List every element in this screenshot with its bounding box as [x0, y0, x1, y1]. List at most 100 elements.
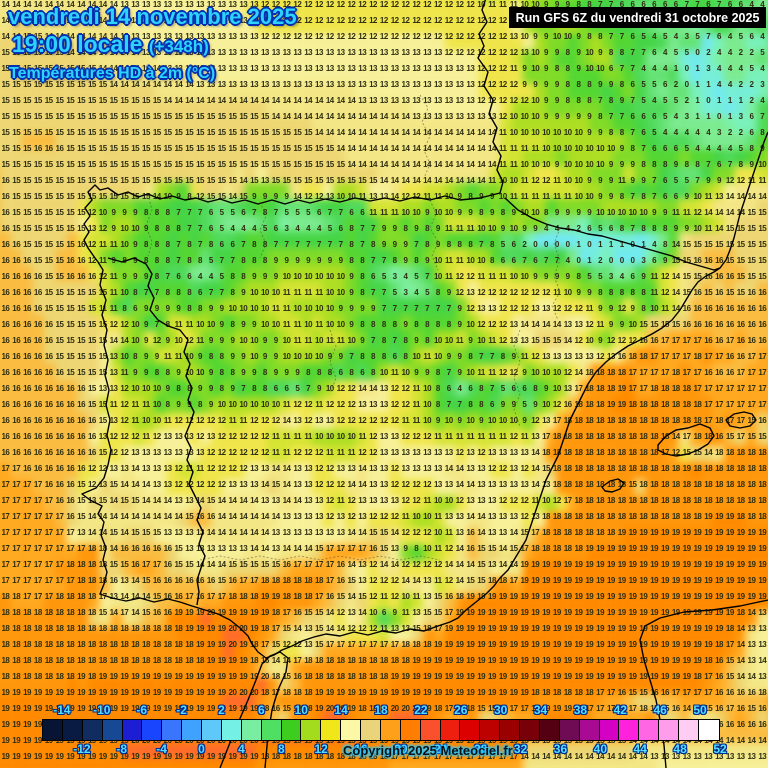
temp-value: 14	[379, 143, 388, 153]
temp-value: 8	[576, 79, 581, 89]
temp-value: 9	[230, 351, 235, 361]
temp-value: 7	[273, 239, 278, 249]
temp-value: 12	[531, 175, 540, 185]
temp-value: 14	[33, 15, 42, 25]
temp-color-cell	[55, 198, 67, 216]
temp-value: 11	[304, 287, 312, 297]
temp-value: 7	[219, 287, 224, 297]
temp-value: 11	[661, 303, 669, 313]
temp-value: 15	[87, 127, 96, 137]
temp-value: 4	[662, 47, 667, 57]
temp-value: 15	[55, 335, 64, 345]
temp-value: 9	[241, 287, 246, 297]
temp-value: 15	[33, 95, 42, 105]
temp-color-cell	[10, 759, 22, 768]
temp-color-cell	[44, 281, 56, 298]
temp-value: 12	[304, 191, 313, 201]
temp-value: 15	[77, 303, 86, 313]
temp-value: 13	[304, 47, 313, 57]
temp-color-cell	[478, 693, 490, 710]
temp-color-cell	[66, 330, 78, 348]
temp-value: 8	[154, 207, 159, 217]
temp-value: 13	[401, 95, 410, 105]
temp-value: 4	[295, 223, 300, 233]
temp-value: 13	[444, 111, 453, 121]
temp-color-cell	[556, 759, 568, 768]
temp-value: 15	[174, 159, 183, 169]
temp-color-cell	[400, 709, 412, 727]
temp-value: 15	[228, 143, 237, 153]
temp-value: 5	[262, 223, 267, 233]
temp-value: 6	[662, 191, 667, 201]
temp-value: 13	[412, 63, 421, 73]
temp-value: 9	[630, 303, 635, 313]
temp-color-cell	[21, 511, 34, 529]
temp-value: 3	[684, 111, 689, 121]
temp-value: 8	[684, 159, 689, 169]
temp-color-cell	[289, 676, 301, 694]
temp-value: 16	[12, 303, 21, 313]
temp-value: 15	[131, 111, 140, 121]
temp-value: 13	[390, 79, 399, 89]
temp-value: 12	[412, 0, 421, 9]
temp-value: 12	[379, 15, 388, 25]
temp-color-cell	[44, 627, 56, 644]
temp-value: 10	[433, 207, 442, 217]
temp-value: 12	[477, 287, 486, 297]
temp-value: 7	[208, 287, 213, 297]
temp-value: 10	[563, 31, 572, 41]
temp-value: 15	[758, 271, 767, 281]
temp-value: 13	[390, 47, 399, 57]
temp-value: 8	[641, 159, 646, 169]
temp-value: 9	[619, 319, 624, 329]
temp-value: 4	[717, 63, 721, 73]
temp-value: 14	[23, 15, 31, 25]
temp-value: 13	[217, 79, 226, 89]
temp-color-cell	[21, 643, 34, 661]
temp-value: 1	[619, 239, 624, 249]
temp-value: 8	[187, 255, 192, 265]
temp-value: 13	[250, 79, 259, 89]
temp-value: 8	[619, 47, 624, 57]
temp-color-cell	[211, 660, 223, 677]
temp-value: 12	[358, 31, 367, 41]
temp-color-cell	[534, 709, 546, 727]
temp-value: 15	[239, 191, 248, 201]
temp-value: 12	[498, 111, 507, 121]
temp-value: 10	[304, 303, 313, 313]
temp-color-cell	[44, 50, 56, 67]
temp-value: 10	[250, 351, 259, 361]
temp-value: 15	[55, 351, 64, 361]
temp-value: 8	[208, 239, 213, 249]
temp-value: 11	[704, 191, 712, 201]
temp-value: 15	[23, 175, 31, 185]
temp-value: 14	[66, 0, 75, 9]
temp-color-cell	[55, 99, 67, 117]
temp-color-cell	[556, 693, 568, 710]
temp-value: 16	[1, 255, 10, 265]
temp-value: 10	[466, 319, 475, 329]
temp-value: 16	[55, 143, 64, 153]
temp-value: 9	[143, 303, 148, 313]
temp-value: 0	[630, 239, 635, 249]
temp-value: 12	[325, 15, 334, 25]
temp-value: 4	[727, 31, 732, 41]
temp-color-cell	[21, 577, 34, 595]
temp-value: 15	[196, 175, 204, 185]
temp-value: 13	[87, 223, 96, 233]
temp-value: 14	[390, 127, 399, 137]
temp-value: 12	[358, 15, 367, 25]
temp-value: 15	[87, 175, 96, 185]
temp-value: 15	[109, 127, 118, 137]
temp-color-cell	[44, 478, 56, 496]
temp-color-cell	[99, 709, 111, 727]
temp-value: 15	[55, 287, 64, 297]
temp-value: 16	[747, 303, 756, 313]
temp-color-cell	[200, 759, 212, 768]
temp-color-cell	[523, 676, 535, 694]
temp-value: 2	[749, 79, 754, 89]
temp-value: 9	[662, 255, 667, 265]
temp-color-cell	[66, 610, 78, 628]
temp-color-cell	[523, 693, 535, 710]
